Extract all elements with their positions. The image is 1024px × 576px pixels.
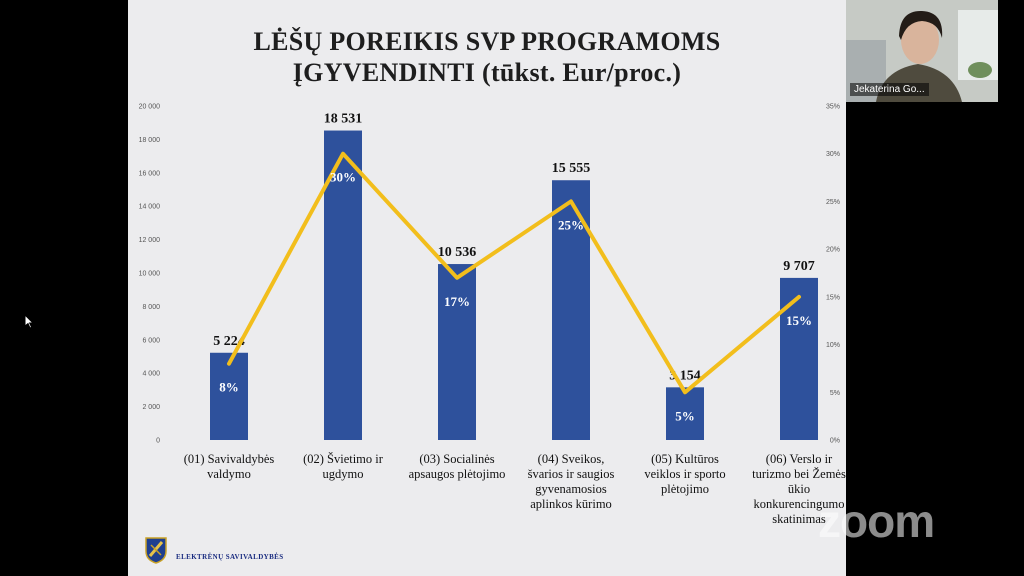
- bar-value-label: 10 536: [438, 245, 477, 260]
- slide-title-line-1: LĖŠŲ POREIKIS SVP PROGRAMOMS: [253, 27, 721, 56]
- category-label-line: turizmo bei Žemės: [752, 467, 846, 481]
- y-left-tick-label: 8 000: [142, 304, 160, 311]
- category-label: (04) Sveikos, švarios ir saugios gyvenamos…: [528, 452, 615, 511]
- category-label: (06) Verslo ir turizmo bei Žemės ūkio konku…: [752, 452, 846, 526]
- percent-data-label: 8%: [219, 380, 239, 395]
- funding-chart: 0 2 000 4 000 6 000 8 000 10 000 12 000 14 000 1…: [139, 104, 846, 527]
- category-label-line: aplinkos kūrimo: [530, 497, 612, 511]
- percent-data-label: 17%: [444, 294, 470, 309]
- category-label-line: švarios ir saugios: [528, 467, 615, 481]
- category-label-line: valdymo: [207, 467, 251, 481]
- y-right-tick-label: 0%: [830, 438, 840, 445]
- category-label: (01) Savivaldybės valdymo: [184, 452, 275, 481]
- slide-title: LĖŠŲ POREIKIS SVP PROGRAMOMS ĮGYVENDINTI…: [128, 26, 846, 88]
- category-label-line: (06) Verslo ir: [766, 452, 833, 466]
- category-label-line: (04) Sveikos,: [538, 452, 605, 466]
- participant-video-tile[interactable]: Jekaterina Go...: [846, 0, 998, 102]
- mouse-cursor-icon: [24, 314, 34, 329]
- y-left-tick-label: 0: [156, 438, 160, 445]
- y-left-tick-label: 12 000: [139, 237, 161, 244]
- category-label-line: ūkio: [788, 482, 810, 496]
- category-label-line: (02) Švietimo ir: [303, 452, 384, 466]
- category-label-line: gyvenamosios: [535, 482, 607, 496]
- y-left-tick-label: 14 000: [139, 204, 161, 211]
- participant-name-label: Jekaterina Go...: [850, 83, 929, 96]
- y-left-tick-label: 4 000: [142, 371, 160, 378]
- percent-data-label: 30%: [330, 170, 356, 185]
- bar-value-label: 15 555: [552, 161, 591, 176]
- y-left-tick-label: 10 000: [139, 271, 161, 278]
- y-right-tick-label: 5%: [830, 390, 840, 397]
- y-right-tick-label: 25%: [826, 199, 840, 206]
- y-left-tick-label: 6 000: [142, 337, 160, 344]
- bar-value-label: 18 531: [324, 112, 363, 127]
- category-label-line: veiklos ir sporto: [644, 467, 725, 481]
- bar: [438, 264, 476, 440]
- category-label: (02) Švietimo ir ugdymo: [303, 452, 384, 481]
- y-right-tick-label: 35%: [826, 104, 840, 111]
- y-left-tick-label: 20 000: [139, 104, 161, 111]
- y-right-tick-label: 15%: [826, 294, 840, 301]
- presentation-slide: LĖŠŲ POREIKIS SVP PROGRAMOMS ĮGYVENDINTI…: [128, 0, 846, 576]
- category-label-line: (03) Socialinės: [419, 452, 494, 466]
- percent-data-label: 25%: [558, 217, 584, 232]
- category-label-line: apsaugos plėtojimo: [409, 467, 506, 481]
- category-label-line: (01) Savivaldybės: [184, 452, 275, 466]
- category-label: (05) Kultūros veiklos ir sporto plėtojimo: [644, 452, 725, 496]
- y-right-tick-label: 20%: [826, 247, 840, 254]
- bar-value-label: 9 707: [783, 259, 815, 274]
- y-left-tick-label: 16 000: [139, 170, 161, 177]
- footer-organization: ELEKTRĖNŲ SAVIVALDYBĖS: [176, 553, 284, 561]
- bar: [324, 130, 362, 441]
- category-label-line: (05) Kultūros: [651, 452, 719, 466]
- category-label-line: konkurencingumo: [754, 497, 845, 511]
- y-left-tick-label: 2 000: [142, 404, 160, 411]
- y-left-tick-label: 18 000: [139, 137, 161, 144]
- category-label-line: ugdymo: [323, 467, 364, 481]
- category-label: (03) Socialinės apsaugos plėtojimo: [409, 452, 506, 481]
- y-right-tick-label: 30%: [826, 151, 840, 158]
- category-label-line: plėtojimo: [661, 482, 709, 496]
- category-label-line: skatinimas: [772, 512, 826, 526]
- municipality-crest-icon: [145, 537, 167, 564]
- slide-title-line-2: ĮGYVENDINTI (tūkst. Eur/proc.): [292, 58, 682, 87]
- y-right-tick-label: 10%: [826, 342, 840, 349]
- bar: [210, 352, 248, 440]
- bar: [780, 277, 818, 440]
- percent-series-line: [227, 151, 801, 395]
- percent-data-label: 15%: [786, 313, 812, 328]
- zoom-watermark: zoom: [818, 495, 935, 547]
- bar: [666, 387, 704, 440]
- percent-data-label: 5%: [675, 408, 695, 423]
